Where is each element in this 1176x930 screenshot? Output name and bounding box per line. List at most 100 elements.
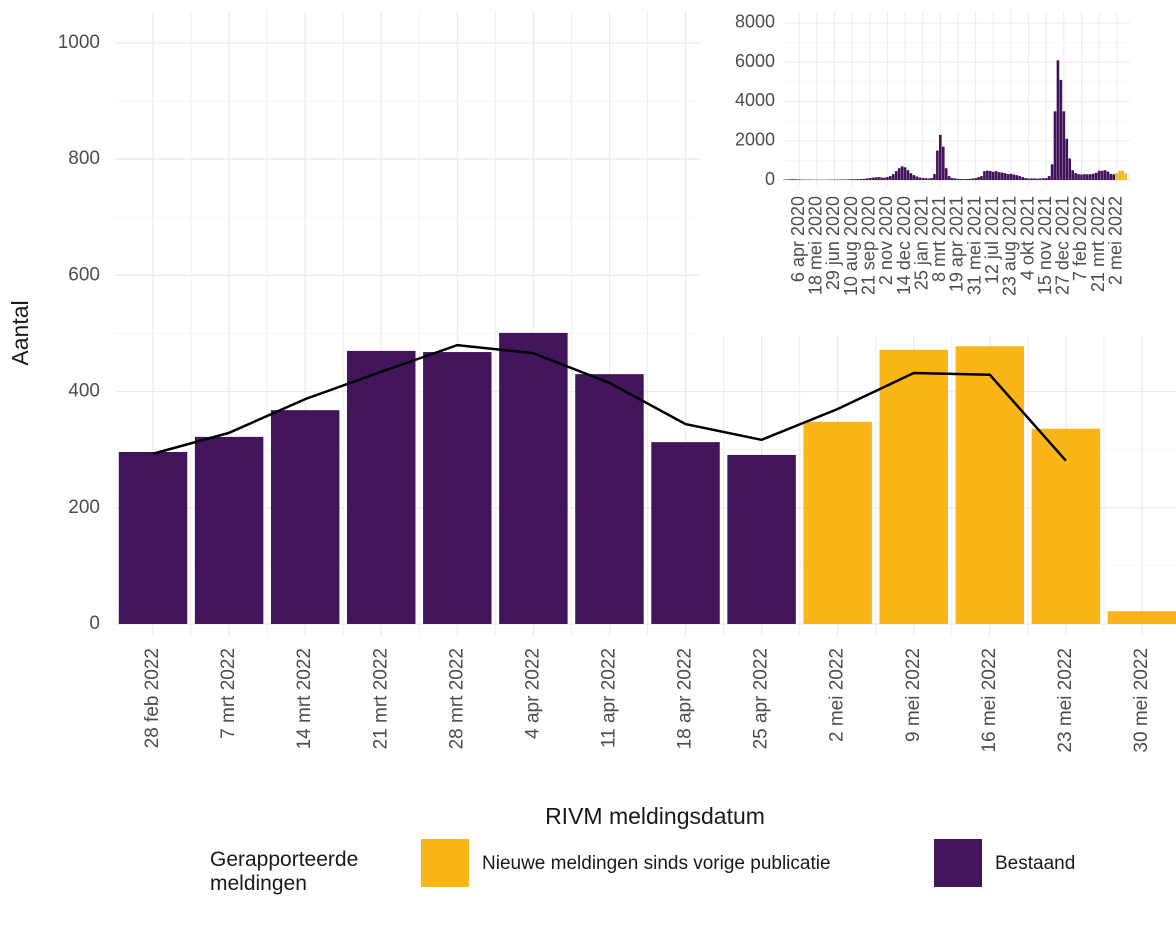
bar [936,150,939,181]
bar [1009,173,1013,181]
x-tick-label: 21 sep 2020 [859,196,879,295]
bar [906,170,910,181]
bar [1059,79,1063,181]
bar [1065,138,1069,181]
bar [1053,111,1057,181]
bar [797,179,801,181]
bar [194,436,264,624]
legend-swatch [421,839,469,887]
bar [924,178,927,181]
bar [1103,170,1107,181]
bar [1041,178,1045,181]
bar [1074,173,1077,181]
y-tick-label: 6000 [735,51,775,71]
x-tick-label: 27 dec 2021 [1053,196,1073,295]
bar [1107,611,1176,624]
x-tick-label: 18 mei 2020 [806,196,826,295]
x-tick-label: 19 apr 2021 [947,196,967,292]
bar [1112,174,1116,181]
bar [1091,173,1095,181]
bar [1024,178,1027,181]
bar [1000,172,1004,181]
bar [891,174,895,181]
x-tick-label: 9 mei 2022 [903,648,924,742]
bar [886,177,889,181]
bar [794,179,798,181]
x-tick-label: 14 dec 2020 [894,196,914,295]
bar [874,177,877,181]
bar [1015,175,1019,181]
x-tick-label: 30 mei 2022 [1131,648,1152,753]
y-axis-title: Aantal [7,300,33,365]
y-tick-label: 200 [68,497,100,518]
legend-swatch [934,839,982,887]
bar [883,177,886,181]
bar [727,454,796,624]
x-tick-label: 16 mei 2022 [979,648,1000,753]
bar [921,178,925,181]
bar [968,178,972,181]
x-tick-label: 23 mei 2022 [1055,648,1076,753]
y-tick-label: 1000 [58,32,100,53]
x-tick-label: 18 apr 2022 [675,648,696,749]
bar [933,174,936,181]
bar [927,178,930,181]
bar [1038,178,1042,181]
bar [1106,171,1110,181]
x-tick-label: 25 apr 2022 [751,648,772,749]
bar [879,349,948,624]
bar [1124,173,1127,181]
bar [1003,173,1007,181]
x-tick-label: 11 apr 2022 [598,648,619,748]
bar [894,171,898,181]
y-tick-label: 0 [765,169,775,189]
bar [947,176,951,181]
bar [1056,60,1060,181]
x-tick-label: 12 jul 2021 [982,196,1002,284]
y-tick-label: 8000 [735,12,775,32]
trend-line [152,343,1067,462]
bar [994,171,998,181]
bar [956,178,960,181]
bar [991,171,995,181]
bar [1109,173,1113,181]
bar [844,179,848,181]
bar [1083,174,1086,181]
bar [930,178,933,181]
x-tick-label: 15 nov 2021 [1035,196,1055,295]
x-tick-label: 14 mrt 2022 [294,648,315,749]
x-tick-label: 7 mrt 2022 [218,648,239,739]
bar [877,177,880,181]
bar [871,177,875,181]
bar [853,179,857,181]
bar [786,179,789,181]
bar [974,178,977,181]
bar [955,346,1025,624]
bar [965,179,969,181]
bar [900,166,904,181]
bar [909,173,913,181]
x-axis-title: RIVM meldingsdatum [545,803,765,829]
bar [1100,170,1104,181]
x-tick-label: 31 mei 2021 [964,196,984,295]
bar [847,179,851,181]
bar [1071,170,1074,181]
bar [880,177,883,181]
bar [1062,111,1066,181]
x-tick-label: 4 apr 2022 [522,648,543,739]
x-tick-label: 23 aug 2021 [1000,196,1020,296]
x-tick-label: 10 aug 2020 [841,196,861,296]
bar [862,178,866,181]
bar [980,176,983,181]
bar [803,421,872,624]
bar [897,168,901,181]
bar [912,175,916,181]
bar [944,168,948,181]
x-tick-label: 6 apr 2020 [788,196,808,282]
x-tick-label: 21 mrt 2022 [1088,196,1108,292]
bar [499,332,568,624]
bar [962,179,966,181]
x-tick-label: 8 mrt 2021 [929,196,949,282]
